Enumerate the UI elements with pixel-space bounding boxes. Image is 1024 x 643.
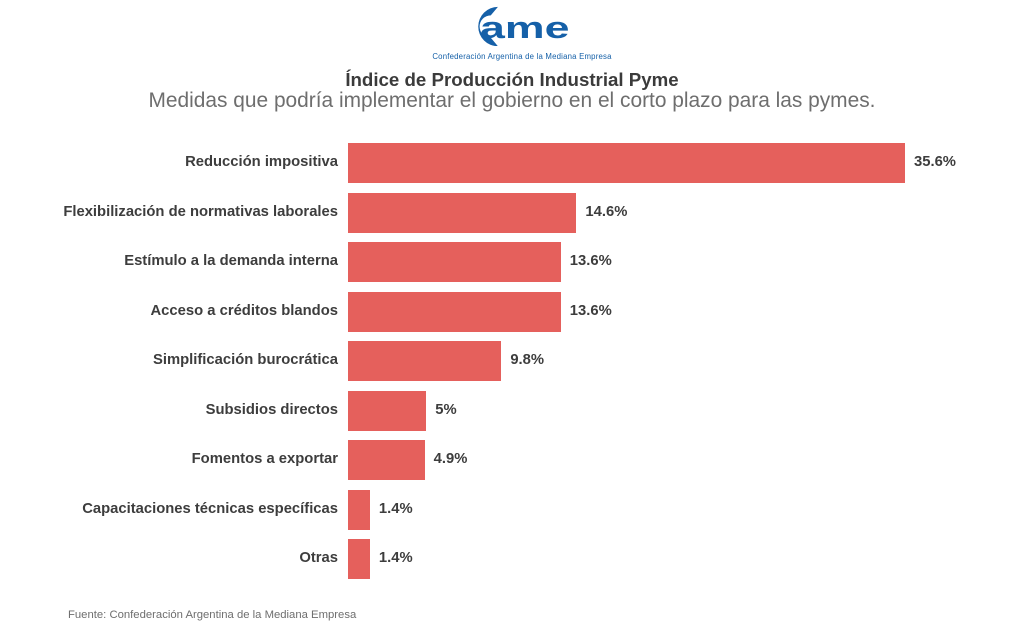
- svg-text:ame: ame: [480, 12, 568, 45]
